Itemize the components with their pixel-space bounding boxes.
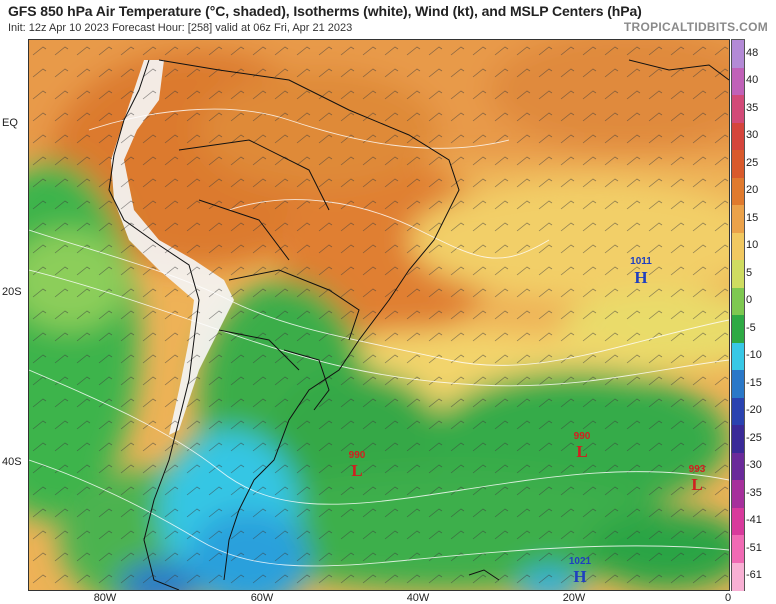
lon-label-0: 0 — [724, 592, 732, 604]
wind-barbs — [29, 40, 729, 590]
map-title: GFS 850 hPa Air Temperature (°C, shaded)… — [8, 3, 642, 19]
colorbar-tick-label: -5 — [746, 321, 756, 334]
colorbar-segment — [732, 287, 744, 316]
colorbar-segment — [732, 480, 744, 508]
colorbar-segment — [732, 260, 744, 288]
lon-label-60w: 60W — [250, 592, 274, 604]
pressure-center-993[interactable]: 993 L — [689, 464, 706, 494]
map-svg: 1011 H 990 L 990 L 993 L 1021 H — [29, 40, 729, 590]
pressure-center-990-east[interactable]: 990 L — [574, 431, 591, 461]
brand-watermark[interactable]: TROPICALTIDBITS.COM — [623, 20, 768, 34]
colorbar-tick-label: 10 — [746, 239, 759, 252]
temperature-colorbar — [731, 39, 745, 591]
colorbar-tick-label: 35 — [746, 101, 759, 114]
pressure-value: 990 — [574, 431, 591, 442]
lat-label-40s: 40S — [2, 456, 22, 468]
coastlines — [108, 59, 729, 590]
colorbar-segment — [732, 122, 744, 151]
isotherms — [29, 108, 729, 567]
colorbar-segment — [732, 315, 744, 343]
pressure-center-1011[interactable]: 1011 H — [630, 256, 652, 287]
colorbar-tick-label: 25 — [746, 156, 759, 169]
colorbar-tick-label: -20 — [746, 404, 762, 417]
pressure-value: 993 — [689, 464, 706, 475]
colorbar-segment — [732, 342, 744, 371]
map-subtitle: Init: 12z Apr 10 2023 Forecast Hour: [25… — [8, 22, 353, 34]
pressure-value: 1021 — [569, 556, 592, 567]
colorbar-tick-label: -41 — [746, 514, 762, 527]
pressure-type: H — [573, 567, 586, 586]
colorbar-tick-label: -51 — [746, 541, 762, 554]
colorbar-segment — [732, 232, 744, 261]
colorbar-tick-label: 20 — [746, 184, 759, 197]
colorbar-tick-label: -35 — [746, 486, 762, 499]
temperature-map: 1011 H 990 L 990 L 993 L 1021 H — [28, 39, 730, 591]
pressure-type: H — [634, 268, 647, 287]
colorbar-tick-label: -30 — [746, 459, 762, 472]
colorbar-segment — [732, 67, 744, 96]
colorbar-segment — [732, 205, 744, 233]
pressure-type: L — [351, 461, 362, 480]
pressure-type: L — [691, 475, 702, 494]
colorbar-tick-label: -10 — [746, 349, 762, 362]
colorbar-segment — [732, 452, 744, 481]
colorbar-tick-label: 48 — [746, 46, 759, 59]
colorbar-tick-label: 40 — [746, 74, 759, 87]
colorbar-tick-label: 0 — [746, 294, 753, 307]
colorbar-tick-label: 30 — [746, 129, 759, 142]
colorbar-segment — [732, 535, 744, 563]
lon-label-40w: 40W — [406, 592, 430, 604]
colorbar-segment — [732, 370, 744, 398]
pressure-type: L — [576, 442, 587, 461]
colorbar-segment — [732, 397, 744, 426]
map-header: GFS 850 hPa Air Temperature (°C, shaded)… — [0, 0, 776, 38]
pressure-center-1021[interactable]: 1021 H — [569, 556, 592, 586]
lon-label-20w: 20W — [562, 592, 586, 604]
colorbar-segment — [732, 40, 744, 68]
lat-label-20s: 20S — [2, 286, 22, 298]
colorbar-tick-label: -61 — [746, 569, 762, 582]
pressure-center-990-west[interactable]: 990 L — [349, 450, 366, 480]
colorbar-segment — [732, 425, 744, 453]
colorbar-tick-label: 15 — [746, 211, 759, 224]
pressure-value: 990 — [349, 450, 366, 461]
colorbar-tick-label: -25 — [746, 431, 762, 444]
colorbar-tick-label: -15 — [746, 376, 762, 389]
colorbar-segment — [732, 562, 744, 591]
colorbar-segment — [732, 150, 744, 178]
lon-label-80w: 80W — [93, 592, 117, 604]
lat-label-eq: EQ — [2, 117, 18, 129]
colorbar-segment — [732, 507, 744, 536]
pressure-value: 1011 — [630, 256, 652, 267]
colorbar-tick-label: 5 — [746, 266, 753, 279]
colorbar-segment — [732, 177, 744, 206]
colorbar-segment — [732, 95, 744, 123]
